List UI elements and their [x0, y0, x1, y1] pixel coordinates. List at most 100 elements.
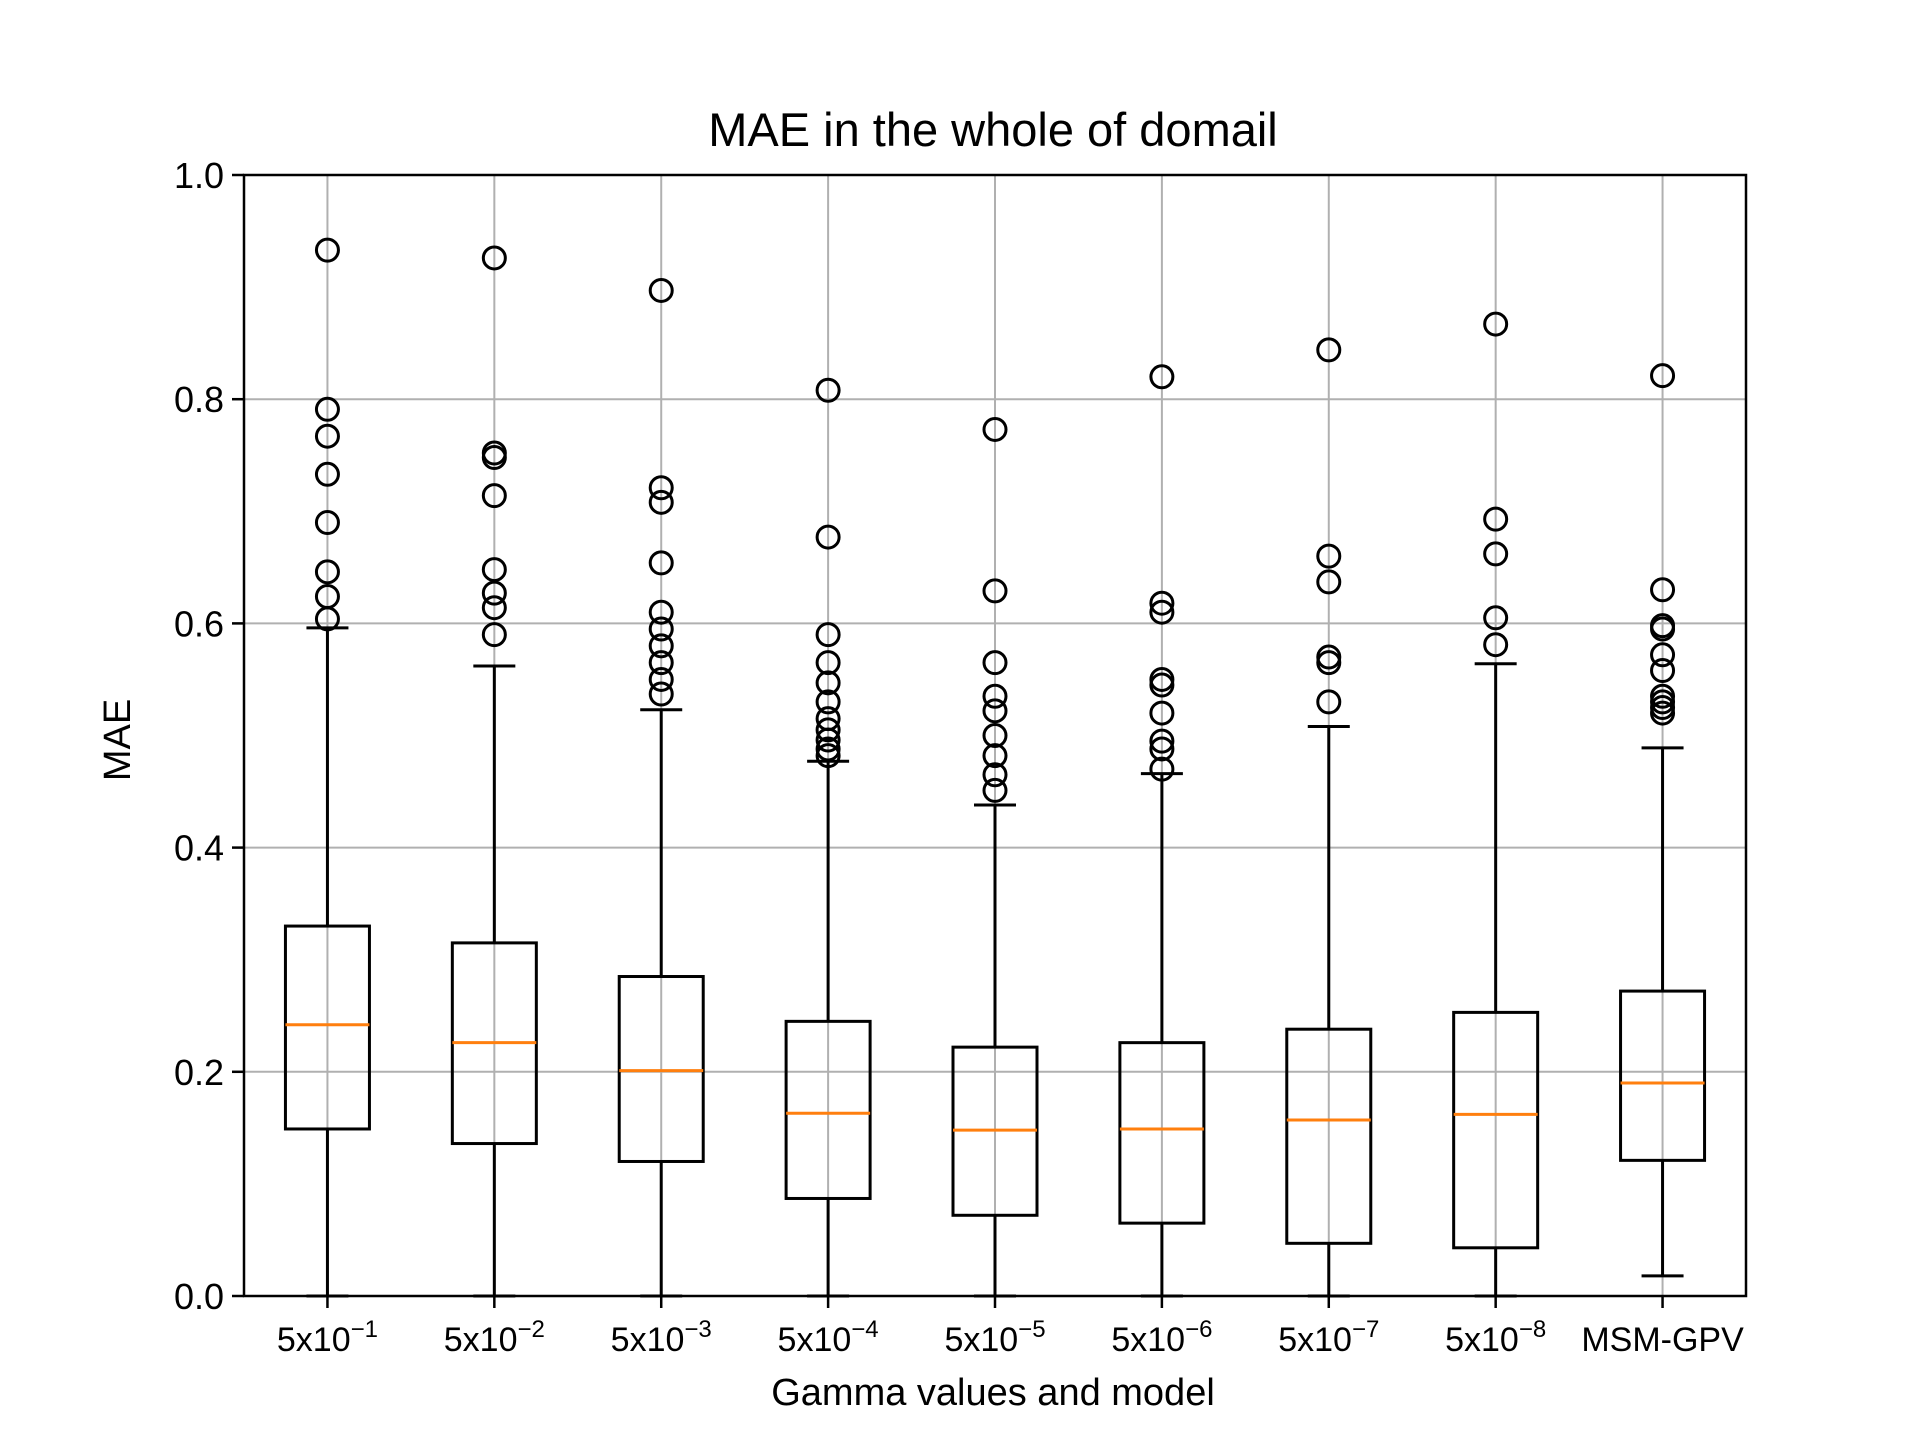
x-tick-label-exponent: −6: [1185, 1316, 1212, 1343]
boxes: [283, 237, 1707, 1298]
x-tick-label-exponent: −8: [1519, 1316, 1546, 1343]
box-group: [283, 237, 371, 1298]
outlier-point: [815, 650, 841, 676]
outlier-point: [314, 237, 340, 263]
outlier-point: [314, 461, 340, 487]
outlier-point: [982, 762, 1008, 788]
iqr-box: [617, 975, 705, 1163]
outlier-point: [1483, 311, 1509, 337]
outlier-point: [481, 580, 507, 606]
box-group: [1118, 364, 1206, 1298]
outlier-point: [982, 743, 1008, 769]
outlier-point: [1650, 577, 1676, 603]
outlier-point: [1316, 543, 1342, 569]
y-tick-label: 1.0: [174, 155, 224, 196]
outlier-point: [1149, 590, 1175, 616]
y-tick-label: 0.2: [174, 1052, 224, 1093]
outlier-point: [1483, 541, 1509, 567]
box-group: [784, 377, 872, 1298]
outlier-point: [982, 777, 1008, 803]
box-group: [951, 416, 1039, 1298]
outlier-point: [481, 444, 507, 470]
outlier-point: [815, 743, 841, 769]
outlier-point: [648, 599, 674, 625]
outlier-point: [815, 736, 841, 762]
iqr-box: [784, 1019, 872, 1200]
iqr-box: [1118, 1041, 1206, 1225]
y-tick-label: 0.4: [174, 828, 224, 869]
outlier-point: [1650, 363, 1676, 389]
iqr-box: [1619, 989, 1707, 1162]
outlier-point: [1650, 657, 1676, 683]
outlier-point: [1149, 364, 1175, 390]
y-tick-label: 0.6: [174, 603, 224, 644]
y-tick-label: 0.0: [174, 1276, 224, 1317]
outlier-point: [982, 650, 1008, 676]
outlier-point: [314, 396, 340, 422]
outlier-point: [1650, 642, 1676, 668]
outlier-point: [982, 416, 1008, 442]
outlier-point: [648, 633, 674, 659]
outlier-point: [1316, 569, 1342, 595]
outlier-point: [815, 622, 841, 648]
outlier-point: [481, 622, 507, 648]
outlier-point: [815, 717, 841, 743]
y-tick-label: 0.8: [174, 379, 224, 420]
outlier-point: [481, 245, 507, 271]
outlier-point: [982, 698, 1008, 724]
outlier-point: [481, 483, 507, 509]
iqr-box: [1285, 1027, 1373, 1245]
outlier-point: [1316, 689, 1342, 715]
outlier-point: [1316, 650, 1342, 676]
outlier-point: [314, 559, 340, 585]
outlier-point: [1483, 506, 1509, 532]
outlier-point: [1483, 632, 1509, 658]
outlier-point: [815, 670, 841, 696]
box-group: [450, 245, 538, 1298]
outlier-point: [314, 423, 340, 449]
box-group: [1452, 311, 1540, 1298]
outlier-point: [1149, 756, 1175, 782]
x-tick-label-exponent: −5: [1018, 1316, 1045, 1343]
outlier-point: [1149, 672, 1175, 698]
outlier-point: [1149, 728, 1175, 754]
outlier-point: [648, 277, 674, 303]
outlier-point: [815, 524, 841, 550]
outlier-point: [648, 489, 674, 515]
outlier-point: [648, 681, 674, 707]
outlier-point: [1650, 700, 1676, 726]
outlier-point: [648, 616, 674, 642]
outlier-point: [648, 650, 674, 676]
outlier-point: [648, 550, 674, 576]
outlier-point: [481, 557, 507, 583]
outlier-point: [1483, 605, 1509, 631]
iqr-box: [283, 924, 371, 1131]
x-axis-label: Gamma values and model: [771, 1372, 1215, 1414]
outlier-point: [1149, 736, 1175, 762]
outlier-point: [481, 595, 507, 621]
x-tick-label-exponent: −2: [518, 1316, 545, 1343]
iqr-box: [1452, 1010, 1540, 1250]
y-axis-label: MAE: [97, 699, 139, 781]
outlier-point: [314, 606, 340, 632]
outlier-point: [982, 683, 1008, 709]
outlier-point: [815, 727, 841, 753]
box-group: [617, 277, 705, 1298]
chart-title: MAE in the whole of domail: [708, 103, 1278, 156]
outlier-point: [314, 510, 340, 536]
outlier-point: [648, 666, 674, 692]
outlier-point: [1650, 616, 1676, 642]
x-tick-label: MSM-GPV: [1581, 1321, 1744, 1359]
box-group: [1619, 363, 1707, 1278]
outlier-point: [982, 578, 1008, 604]
x-tick-label-exponent: −3: [684, 1316, 711, 1343]
outlier-point: [1316, 337, 1342, 363]
outlier-point: [982, 723, 1008, 748]
outlier-point: [815, 377, 841, 403]
outlier-point: [1149, 700, 1175, 726]
x-tick-label-exponent: −4: [851, 1316, 878, 1343]
box-group: [1285, 337, 1373, 1298]
